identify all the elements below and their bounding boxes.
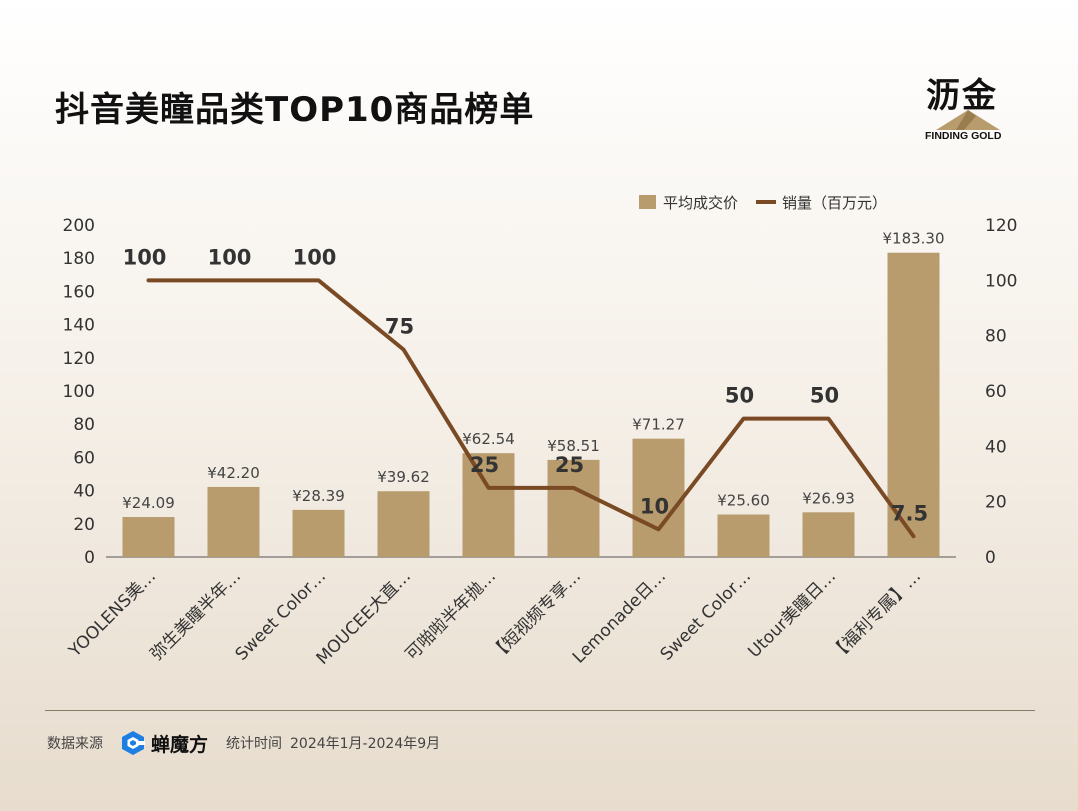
line-value-label: 75 (385, 315, 414, 339)
bar (887, 252, 940, 558)
source-brand-name: 蝉魔方 (151, 733, 209, 756)
logo-english: FINDING GOLD (925, 130, 1002, 142)
bar (377, 491, 430, 557)
bar-value-label: ¥42.20 (207, 464, 260, 482)
x-axis-labels: YOOLENS美…弥生美瞳半年…Sweet Color…MOUCEE大直…可啪啦… (65, 566, 925, 668)
bar (292, 509, 345, 557)
line-value-label: 50 (810, 384, 839, 408)
x-axis-tick-label: 弥生美瞳半年… (147, 566, 245, 664)
bar-value-label: ¥26.93 (802, 489, 855, 507)
legend-bar-swatch (639, 195, 656, 209)
bar-value-label: ¥62.54 (462, 430, 515, 448)
time-label: 统计时间 (226, 736, 283, 752)
time-range: 2024年1月-2024年9月 (290, 736, 441, 752)
bar (717, 514, 770, 557)
bar (207, 486, 260, 557)
right-axis-tick-label: 20 (985, 493, 1007, 513)
bar-series: ¥24.09 ¥42.20 ¥28.39 ¥39.62 ¥62.54 ¥58.51 ¥71.… (122, 230, 945, 558)
right-axis: 0 20 40 60 80 100 120 (985, 216, 1017, 568)
legend-line-label: 销量（百万元） (782, 194, 887, 212)
line-value-label: 100 (293, 245, 337, 269)
bar-line-chart: 平均成交价 销量（百万元） 020406080100120140160180200… (63, 194, 1018, 669)
brand-logo: 沥金 FINDING GOLD (922, 68, 1014, 144)
bar-value-label: ¥39.62 (377, 468, 430, 486)
chanmofang-logo-icon (122, 731, 145, 755)
line-value-label: 7.5 (891, 501, 928, 525)
bar-value-label: ¥24.09 (122, 494, 175, 512)
left-axis-tick-label: 20 (73, 515, 95, 535)
x-axis-tick-label: Sweet Color… (232, 566, 330, 664)
left-axis-tick-label: 200 (63, 216, 95, 236)
x-axis-tick-label: 可啪啦半年抛… (402, 566, 500, 664)
logo-chinese: 沥金 (926, 76, 998, 116)
left-axis-tick-label: 40 (73, 482, 95, 502)
bar-value-label: ¥183.30 (882, 230, 944, 248)
bar (462, 453, 515, 557)
line-value-label: 10 (640, 494, 669, 518)
left-axis: 0 20 40 60 80 100 120 140 160 180 200 (63, 216, 956, 568)
left-axis-tick-label: 140 (63, 316, 95, 336)
line-value-label: 100 (208, 245, 252, 269)
right-axis-tick-label: 60 (985, 382, 1007, 402)
bar-value-label: ¥58.51 (547, 437, 600, 455)
bar (122, 517, 175, 557)
left-axis-tick-label: 100 (63, 382, 95, 402)
bar (632, 438, 685, 557)
right-axis-tick-label: 80 (985, 327, 1007, 347)
left-axis-tick-label: 160 (63, 282, 95, 302)
left-axis-tick-label: 0 (84, 548, 95, 568)
x-axis-tick-label: Utour美瞳日… (744, 566, 840, 662)
source-label: 数据来源 (47, 736, 103, 752)
bar (802, 512, 855, 557)
sales-line (146, 278, 916, 539)
right-axis-tick-label: 0 (985, 548, 996, 568)
legend-bar-label: 平均成交价 (663, 194, 738, 212)
bar-value-label: ¥71.27 (632, 416, 685, 434)
line-series: 100 100 100 75 25 25 10 50 50 7.5 (123, 245, 928, 539)
right-axis-tick-label: 120 (985, 216, 1017, 236)
line-value-label: 50 (725, 384, 754, 408)
x-axis-tick-label: Lemonade日… (569, 566, 670, 667)
line-value-label: 100 (123, 245, 167, 269)
x-axis-tick-label: 【短视频专享… (487, 566, 585, 664)
x-axis-tick-label: 【福利专属】… (827, 566, 925, 664)
left-axis-tick-label: 120 (63, 349, 95, 369)
right-axis-tick-label: 40 (985, 437, 1007, 457)
left-axis-tick-label: 80 (73, 415, 95, 435)
line-value-label: 25 (470, 453, 499, 477)
bar (547, 459, 600, 557)
page-title: 抖音美瞳品类TOP10商品榜单 (55, 90, 535, 130)
right-axis-tick-label: 100 (985, 271, 1017, 291)
line-value-label: 25 (555, 453, 584, 477)
bar-value-label: ¥25.60 (717, 492, 770, 510)
footer-divider (45, 710, 1035, 711)
x-axis-tick-label: Sweet Color… (657, 566, 755, 664)
x-axis-tick-label: YOOLENS美… (65, 566, 160, 661)
bar-value-label: ¥28.39 (292, 487, 345, 505)
source-brand: 蝉魔方 (119, 729, 208, 757)
left-axis-tick-label: 180 (63, 249, 95, 269)
footer: 数据来源 蝉魔方 统计时间 2024年1月-2024年9月 (47, 726, 440, 760)
left-axis-tick-label: 60 (73, 448, 95, 468)
chart-legend: 平均成交价 销量（百万元） (639, 194, 887, 212)
mountain-icon (936, 110, 1000, 130)
